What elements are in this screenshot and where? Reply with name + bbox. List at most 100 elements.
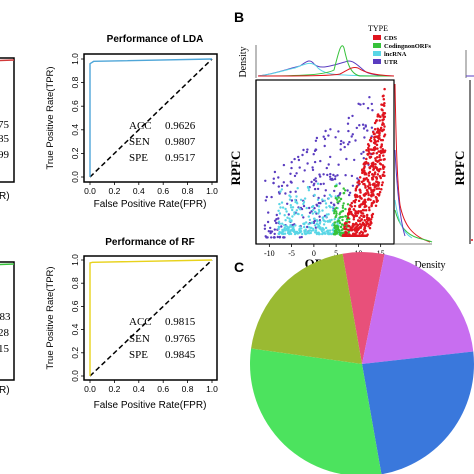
scatter-point-cds [358,231,361,235]
scatter-point-utr [294,190,297,193]
roc-left-top-frame [0,57,15,183]
right-density-cds [394,83,431,243]
scatter-point-codingnonorfs [339,231,342,235]
lda-y-tick-label: 0.0 [70,171,80,183]
scatter-point-utr [350,174,354,178]
scatter-point-lncrna [291,206,295,209]
scatter-point-cds [360,197,363,200]
scatter-point-lncrna [317,208,321,212]
scatter-point-lncrna [288,217,291,220]
scatter-point-utr [322,135,325,138]
scatter-point-utr [282,236,285,239]
roc-rf-stat-sen-value: 0.9765 [165,333,196,345]
scatter-point-cds [383,101,386,105]
scatter-point-utr [263,227,267,230]
legend-swatch-codingnonorfs [373,43,381,48]
scatter-point-cds [364,209,368,212]
roc-left-bottom-cropped: 883 28 15 R) [0,261,15,396]
right-density-codingnonorfs [394,209,433,243]
scatter-point-cds [366,185,370,188]
scatter-point-utr [289,172,292,175]
scatter-point-cds [355,185,359,189]
scatter-point-lncrna [315,222,318,226]
scatter-point-cds [351,232,355,235]
scatter-point-cds [367,149,370,153]
scatter-point-utr [289,190,292,194]
roc-lda-stat-acc-value: 0.9626 [165,120,196,132]
scatter-point-cds [355,231,359,234]
scatter-x-tick-label: -5 [288,249,295,258]
roc-lda-x-ticks: 0.0 0.2 0.4 0.6 0.8 1.0 [84,182,218,196]
scatter-point-cds [375,119,378,122]
scatter-point-lncrna [328,229,332,232]
scatter-point-cds [372,167,376,171]
scatter-point-utr [302,148,305,152]
panel-b-letter: B [234,9,244,25]
scatter-point-cds [366,180,370,183]
right-density-lncrna [394,199,413,239]
cropped-right-ylabel: RPFC [452,151,467,186]
scatter-point-cds [370,204,373,208]
scatter-point-codingnonorfs [338,200,341,203]
scatter-point-lncrna [327,197,330,200]
scatter-point-cds [372,193,375,197]
right-density-label: Density [414,260,445,271]
roc-rf-y-ticks: 0.0 0.2 0.4 0.6 0.8 1.0 [70,254,84,382]
scatter-point-codingnonorfs [344,207,347,211]
lda-y-tick-label: 0.8 [70,76,80,88]
scatter-point-cds [368,226,372,230]
scatter-point-cds [377,168,381,171]
scatter-point-lncrna [303,197,307,200]
scatter-point-utr [297,158,301,162]
scatter-point-utr [306,225,309,229]
scatter-point-lncrna [314,211,317,214]
scatter-point-codingnonorfs [335,210,338,213]
scatter-point-utr [286,184,289,187]
roc-left-bottom-frame [0,261,15,381]
scatter-point-lncrna [279,206,282,209]
scatter-point-utr [340,139,343,143]
scatter-point-cds [345,222,348,225]
roc-left-bottom-xlabel-tail: R) [0,385,10,396]
scatter-point-cds [381,118,384,122]
scatter-point-utr [319,159,322,163]
scatter-point-cds [378,134,381,137]
scatter-point-cds [362,200,365,204]
scatter-point-lncrna [295,209,298,212]
scatter-point-cds [358,216,361,220]
roc-rf-stat-acc-value: 0.9815 [165,316,196,328]
scatter-point-lncrna [289,224,292,227]
scatter-point-codingnonorfs [333,233,337,236]
roc-left-top-xlabel-tail: R) [0,191,10,202]
scatter-point-utr [362,102,365,106]
scatter-point-lncrna [281,222,284,225]
scatter-point-utr [371,109,374,112]
roc-rf-ylabel: True Positive Rate(TPR) [45,266,56,369]
scatter-point-utr [293,157,296,161]
scatter-point-utr [354,139,357,142]
roc-rf-frame [83,255,218,381]
scatter-point-codingnonorfs [342,187,345,190]
scatter-point-utr [339,142,342,146]
roc-lda-stat-acc-name: ACC [129,120,152,132]
scatter-point-lncrna [324,226,328,230]
scatter-point-utr [366,107,370,110]
scatter-point-utr [333,177,337,181]
scatter-point-cds [378,153,381,157]
roc-rf-stat-spe-value: 0.9845 [165,349,196,361]
scatter-point-utr [319,175,322,178]
scatter-point-lncrna [305,206,308,210]
scatter-point-cds [378,155,381,159]
scatter-point-cds [363,198,366,202]
scatter-point-utr [361,123,365,126]
scatter-point-utr [370,102,373,106]
scatter-point-utr [357,102,360,106]
top-density-cds [257,67,395,77]
scatter-point-utr [286,202,289,205]
legend-label-cds: CDS [384,35,397,42]
scatter-point-lncrna [322,216,325,219]
scatter-point-cds [381,181,384,184]
scatter-point-lncrna [330,195,333,198]
scatter-point-lncrna [297,231,301,235]
